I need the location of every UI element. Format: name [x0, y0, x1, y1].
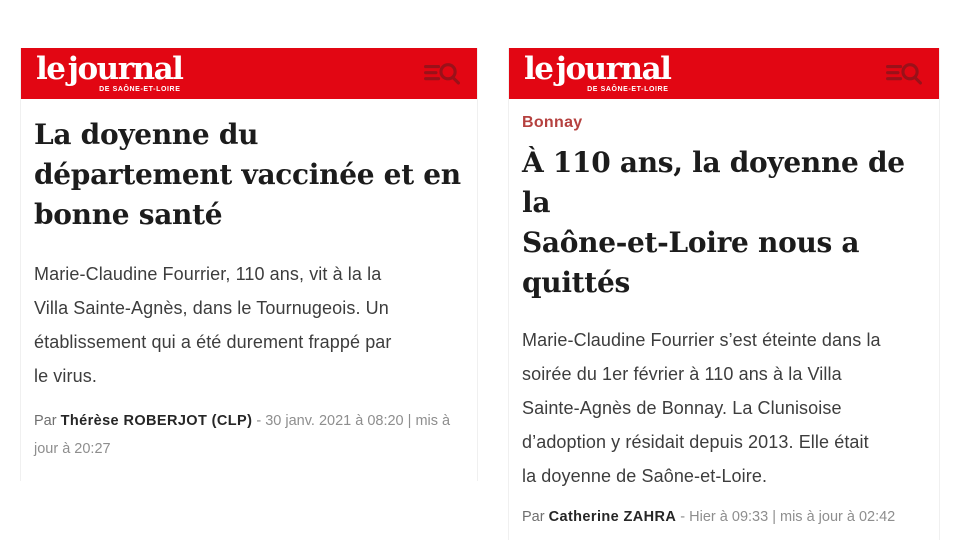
- article-card-right: le journal DE SAÔNE-ET-LOIRE Bonnay À 11…: [508, 48, 940, 540]
- article-byline: Par Catherine ZAHRA - Hier à 09:33 | mis…: [522, 503, 926, 531]
- article-content: Bonnay À 110 ans, la doyenne de la Saône…: [509, 114, 939, 531]
- menu-search-icon[interactable]: [423, 60, 461, 87]
- menu-search-icon[interactable]: [885, 60, 923, 87]
- article-category[interactable]: Bonnay: [522, 114, 583, 131]
- byline-date: Hier à 09:33 | mis à jour à 02:42: [689, 509, 896, 525]
- byline-author: Thérèse ROBERJOT (CLP): [60, 413, 253, 429]
- article-byline: Par Thérèse ROBERJOT (CLP) - 30 janv. 20…: [34, 407, 464, 463]
- article-card-left: le journal DE SAÔNE-ET-LOIRE La doyenne …: [20, 48, 478, 481]
- logo[interactable]: le journal DE SAÔNE-ET-LOIRE: [524, 51, 672, 94]
- byline-separator: -: [256, 413, 262, 429]
- masthead: le journal DE SAÔNE-ET-LOIRE: [21, 48, 477, 99]
- article-headline[interactable]: À 110 ans, la doyenne de la Saône-et-Loi…: [522, 146, 905, 299]
- logo-text: le journal: [36, 51, 184, 87]
- article-summary: Marie-Claudine Fourrier s’est éteinte da…: [522, 330, 881, 486]
- article-summary: Marie-Claudine Fourrier, 110 ans, vit à …: [34, 264, 392, 386]
- article-content: La doyenne du département vaccinée et en…: [21, 115, 477, 463]
- masthead: le journal DE SAÔNE-ET-LOIRE: [509, 48, 939, 99]
- byline-prefix: Par: [34, 413, 57, 429]
- logo-subtitle: DE SAÔNE-ET-LOIRE: [99, 86, 181, 93]
- byline-prefix: Par: [522, 509, 545, 525]
- byline-date: 30 janv. 2021 à 08:20 | mis à jour à 20:…: [34, 413, 451, 457]
- logo-subtitle: DE SAÔNE-ET-LOIRE: [587, 86, 669, 93]
- logo[interactable]: le journal DE SAÔNE-ET-LOIRE: [36, 51, 184, 94]
- byline-separator: -: [680, 509, 686, 525]
- article-headline[interactable]: La doyenne du département vaccinée et en…: [34, 118, 461, 231]
- logo-text: le journal: [524, 51, 672, 87]
- byline-author: Catherine ZAHRA: [548, 509, 677, 525]
